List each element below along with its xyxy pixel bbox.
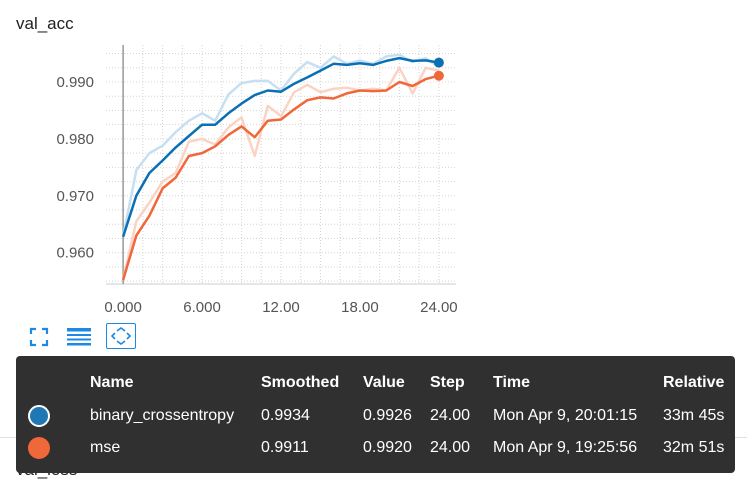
time-header: Time (493, 374, 531, 391)
expand-chart-button[interactable] (106, 323, 136, 349)
tooltip-row: mse 0.9911 0.9920 24.00 Mon Apr 9, 19:25… (28, 432, 735, 464)
series-step: 24.00 (430, 439, 471, 456)
series-relative: 32m 51s (663, 439, 725, 456)
relative-header: Relative (663, 374, 725, 391)
series-smoothed-line (121, 56, 440, 238)
chart-grid (106, 45, 456, 284)
tooltip-header-row: Name Smoothed Value Step Time Relative (28, 366, 735, 400)
series-smoothed: 0.9934 (261, 407, 310, 424)
value-header: Value (363, 374, 405, 391)
series-step: 24.00 (430, 407, 471, 424)
y-tick-label: 0.970 (56, 188, 94, 205)
x-tick-label: 6.000 (183, 299, 221, 316)
list-icon (67, 328, 91, 346)
series-smoothed-line (121, 74, 440, 281)
step-header: Step (430, 374, 465, 391)
series-value: 0.9926 (363, 407, 412, 424)
chart-lines (121, 53, 444, 281)
y-tick-label: 0.960 (56, 245, 94, 262)
name-header: Name (90, 374, 134, 391)
x-tick-label: 12.00 (262, 299, 300, 316)
x-tick-label: 24.00 (420, 299, 458, 316)
series-name: mse (90, 439, 121, 456)
series-smoothed: 0.9911 (261, 439, 309, 456)
line-chart[interactable]: 0.000 6.000 12.00 18.00 24.00 0.960 0.970 0.980… (0, 0, 747, 330)
series-swatch-icon (28, 405, 50, 427)
y-tick-label: 0.980 (56, 131, 94, 148)
chart-tick-labels: 0.000 6.000 12.00 18.00 24.00 0.960 0.970 0.980… (56, 74, 457, 316)
tooltip-table: Name Smoothed Value Step Time Relative b… (28, 366, 735, 464)
y-tick-label: 0.990 (56, 74, 94, 91)
fit-domain-icon (29, 327, 49, 347)
expand-icon (111, 327, 131, 345)
x-tick-label: 0.000 (104, 299, 142, 316)
series-value: 0.9920 (363, 439, 412, 456)
series-time: Mon Apr 9, 19:25:56 (493, 439, 638, 456)
chart-title: val_acc (16, 14, 74, 33)
series-name: binary_crossentropy (90, 407, 235, 424)
fit-domain-button[interactable] (24, 324, 54, 350)
chart-axes (106, 45, 456, 285)
tooltip-row: binary_crossentropy 0.9934 0.9926 24.00 … (28, 400, 735, 432)
toggle-log-scale-button[interactable] (64, 324, 94, 350)
smoothed-header: Smoothed (261, 374, 340, 391)
series-relative: 33m 45s (663, 407, 725, 424)
x-tick-label: 18.00 (341, 299, 379, 316)
swatch-header (28, 366, 90, 400)
series-swatch-icon (28, 437, 50, 459)
series-endpoint-marker (433, 57, 444, 68)
series-time: Mon Apr 9, 20:01:15 (493, 407, 638, 424)
series-endpoint-marker (433, 70, 444, 81)
chart-tooltip: Name Smoothed Value Step Time Relative b… (16, 356, 735, 473)
